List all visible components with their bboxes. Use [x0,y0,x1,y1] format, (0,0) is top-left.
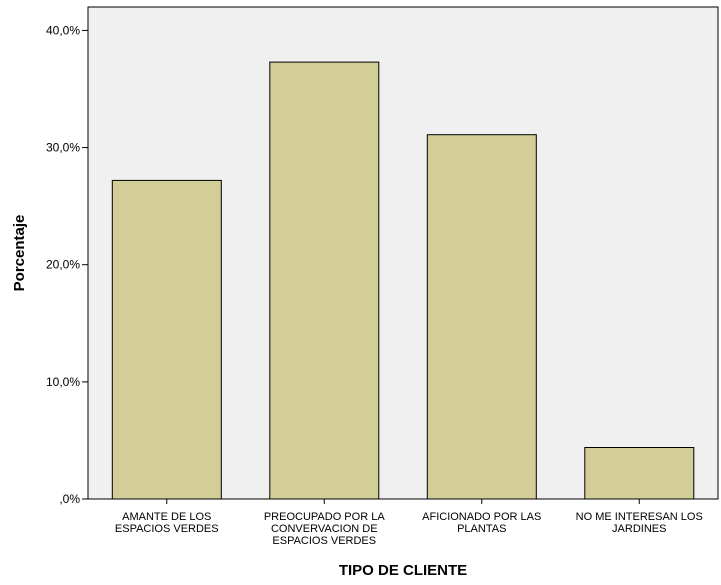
y-tick-label: 20,0% [46,258,80,272]
x-tick-label-line: PLANTAS [457,523,506,535]
y-axis-ticks: ,0% 10,0% 20,0% 30,0% 40,0% [46,23,88,506]
y-tick-label: 30,0% [46,141,80,155]
bar-3 [426,134,537,500]
y-tick-label: ,0% [59,492,80,506]
x-tick-label-line: AMANTE DE LOS [122,511,211,523]
bar-4 [584,447,695,500]
y-tick-label: 10,0% [46,375,80,389]
x-tick-label-line: ESPACIOS VERDES [272,535,376,547]
x-tick-label: NO ME INTERESAN LOS JARDINES [576,511,703,535]
x-axis-title: TIPO DE CLIENTE [339,562,467,579]
bar-1 [111,179,222,500]
y-axis-title: Porcentaje [11,215,28,292]
x-tick-label-line: CONVERVACION DE [271,523,378,535]
x-tick-label-line: AFICIONADO POR LAS [422,511,541,523]
x-tick-label: PREOCUPADO POR LA CONVERVACION DE ESPACIOS… [264,511,385,547]
y-tick-label: 40,0% [46,23,80,37]
x-tick-label-line: JARDINES [612,523,666,535]
bars-group [111,61,695,500]
x-tick-label-line: ESPACIOS VERDES [115,523,219,535]
x-tick-label: AMANTE DE LOS ESPACIOS VERDES [115,511,219,535]
x-tick-label-line: NO ME INTERESAN LOS [576,511,703,523]
bar-2 [269,61,380,500]
x-tick-label: AFICIONADO POR LAS PLANTAS [422,511,541,535]
x-tick-label-line: PREOCUPADO POR LA [264,511,385,523]
